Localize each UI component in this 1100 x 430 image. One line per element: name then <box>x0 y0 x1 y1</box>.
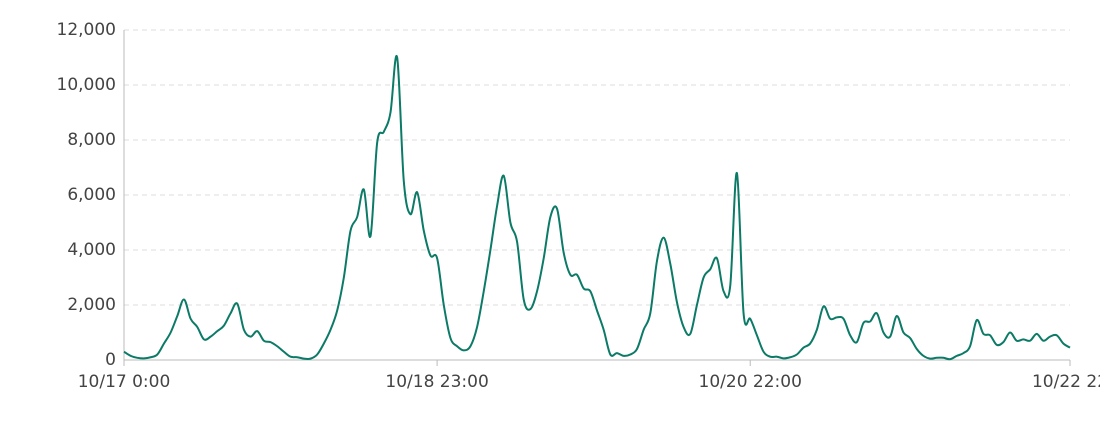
x-tick-label: 10/22 22 <box>1032 372 1100 392</box>
y-tick-label: 12,000 <box>57 20 116 40</box>
y-tick-label: 4,000 <box>67 240 116 260</box>
x-tick-label: 10/17 0:00 <box>78 372 171 392</box>
y-tick-label: 0 <box>105 350 116 370</box>
y-tick-label: 6,000 <box>67 185 116 205</box>
y-tick-label: 8,000 <box>67 130 116 150</box>
y-tick-label: 2,000 <box>67 295 116 315</box>
x-tick-label: 10/18 23:00 <box>385 372 488 392</box>
y-tick-label: 10,000 <box>57 75 116 95</box>
line-series <box>123 54 1071 361</box>
x-tick-label: 10/20 22:00 <box>699 372 802 392</box>
